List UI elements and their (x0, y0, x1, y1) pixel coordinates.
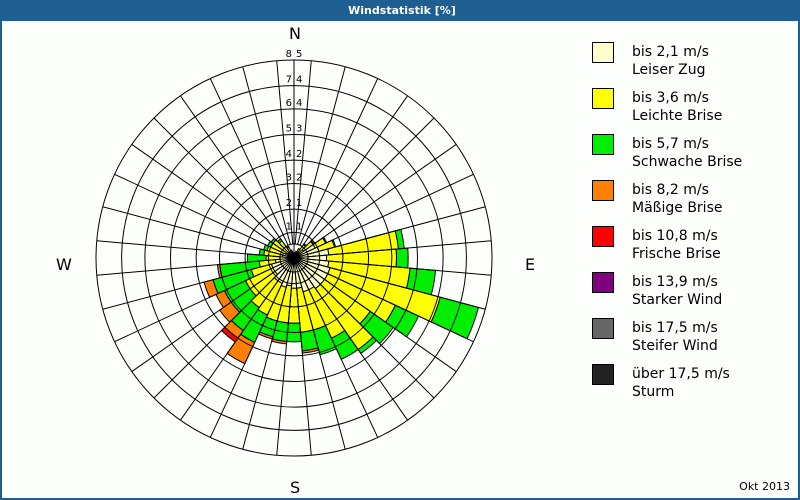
svg-text:2: 2 (296, 149, 302, 160)
legend-label: Leichte Brise (632, 108, 723, 124)
compass-north: N (289, 24, 301, 43)
compass-west: W (56, 255, 72, 274)
legend-label: Steifer Wind (632, 338, 718, 354)
legend-range: bis 17,5 m/s (632, 320, 718, 336)
svg-text:4: 4 (286, 149, 292, 160)
legend-swatch (592, 226, 614, 247)
legend-swatch (592, 88, 614, 109)
legend-range: bis 13,9 m/s (632, 274, 718, 290)
window-title: Windstatistik [%] (2, 0, 800, 21)
legend-swatch (592, 318, 614, 339)
period-label: Okt 2013 (739, 480, 790, 493)
svg-text:5: 5 (296, 49, 302, 60)
svg-text:7: 7 (286, 75, 292, 86)
legend-range: bis 3,6 m/s (632, 90, 709, 106)
legend-swatch (592, 42, 614, 63)
legend-swatch (592, 180, 614, 201)
svg-text:2: 2 (296, 172, 302, 183)
svg-text:4: 4 (296, 98, 302, 109)
legend-label: Leiser Zug (632, 62, 706, 78)
svg-text:4: 4 (296, 75, 302, 86)
legend-swatch (592, 134, 614, 155)
svg-text:2: 2 (286, 198, 292, 209)
svg-text:1: 1 (296, 198, 302, 209)
legend-range: über 17,5 m/s (632, 366, 730, 382)
svg-text:3: 3 (296, 124, 302, 135)
legend-swatch (592, 364, 614, 385)
polar-grid (95, 59, 493, 457)
legend-label: Starker Wind (632, 292, 723, 308)
svg-text:6: 6 (286, 98, 292, 109)
legend-range: bis 8,2 m/s (632, 182, 709, 198)
legend-label: Frische Brise (632, 246, 721, 262)
wind-rose-chart: 1 12 13 24 25 36 47 48 5 (95, 49, 493, 457)
svg-text:1: 1 (286, 221, 292, 232)
compass-south: S (290, 478, 301, 497)
svg-text:5: 5 (286, 124, 292, 135)
legend-swatch (592, 272, 614, 293)
compass-east: E (525, 255, 536, 274)
legend-label: Mäßige Brise (632, 200, 723, 216)
legend-range: bis 2,1 m/s (632, 44, 709, 60)
legend-range: bis 5,7 m/s (632, 136, 709, 152)
legend-label: Schwache Brise (632, 154, 743, 170)
ring-labels: 1 12 13 24 25 36 47 48 5 (286, 49, 303, 232)
svg-text:8: 8 (286, 49, 292, 60)
svg-text:3: 3 (286, 172, 292, 183)
svg-text:1: 1 (296, 221, 302, 232)
legend-label: Sturm (632, 384, 675, 400)
legend-range: bis 10,8 m/s (632, 228, 718, 244)
